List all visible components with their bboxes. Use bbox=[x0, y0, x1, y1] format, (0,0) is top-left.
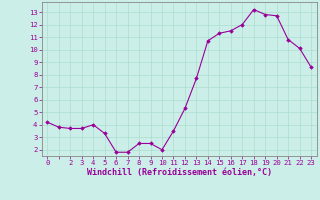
X-axis label: Windchill (Refroidissement éolien,°C): Windchill (Refroidissement éolien,°C) bbox=[87, 168, 272, 177]
